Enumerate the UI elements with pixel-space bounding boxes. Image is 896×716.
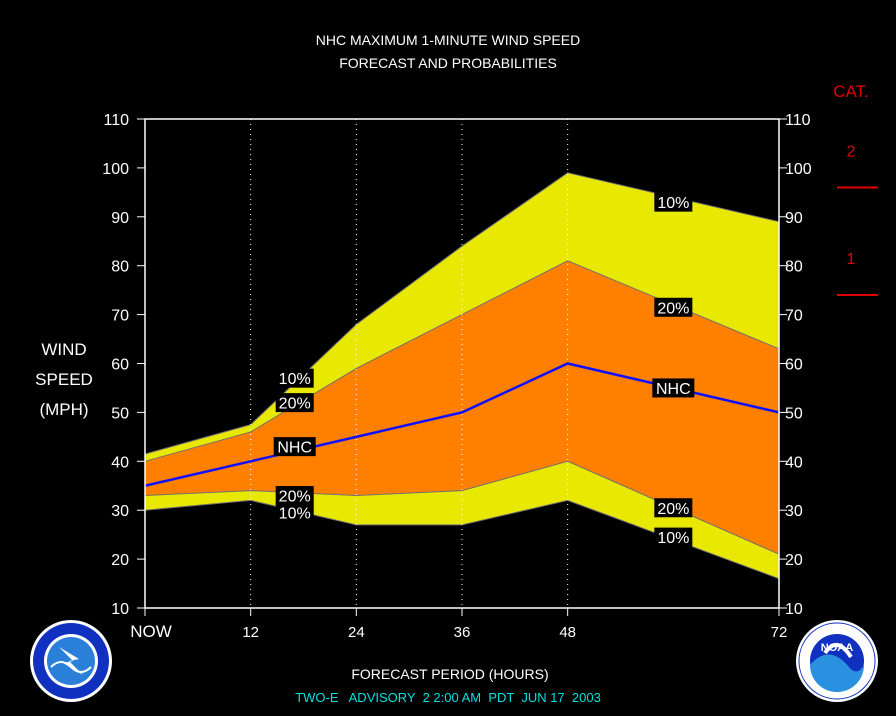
category-scale: CAT. 2 1 bbox=[833, 82, 878, 297]
series-label-text: NHC bbox=[277, 440, 312, 457]
series-label-text: 20% bbox=[657, 300, 689, 317]
series-label: 20% bbox=[654, 498, 693, 518]
series-label-bg bbox=[275, 503, 314, 523]
line-20-lower bbox=[144, 460, 780, 555]
series-label: NHC bbox=[652, 378, 695, 398]
series-label-bg bbox=[654, 527, 693, 547]
y-tick-label-left: 50 bbox=[111, 405, 129, 422]
y-tick-label-left: 100 bbox=[102, 161, 129, 178]
y-tick-label-right: 110 bbox=[785, 112, 811, 129]
series-label-bg bbox=[654, 192, 693, 212]
line-10-upper bbox=[144, 172, 780, 455]
y-tick-label-left: 20 bbox=[111, 552, 129, 569]
noaa-logo bbox=[796, 620, 878, 702]
axes: 10 10 20 20 30 30 40 40 50 50 60 60 70 70 80 80 90 90 100 1… bbox=[102, 112, 812, 641]
series-label-bg bbox=[654, 297, 693, 317]
series-label-text: NHC bbox=[656, 381, 691, 398]
series-label: 10% bbox=[654, 527, 693, 547]
series-label-bg bbox=[275, 393, 314, 413]
y-tick-label-left: 10 bbox=[111, 601, 129, 618]
band-20-percent bbox=[145, 260, 779, 555]
line-10-lower bbox=[144, 499, 780, 580]
chart-title-line1: NHC MAXIMUM 1-MINUTE WIND SPEED bbox=[316, 32, 580, 48]
series-label: 20% bbox=[275, 393, 314, 413]
y-tick-label-right: 80 bbox=[785, 259, 803, 276]
category-title: CAT. bbox=[833, 82, 869, 101]
series-label: 20% bbox=[275, 486, 314, 506]
y-axis-label-line3: (MPH) bbox=[39, 400, 88, 419]
lightning-icon bbox=[59, 647, 83, 675]
y-tick-label-right: 70 bbox=[785, 308, 803, 325]
series-label-bg bbox=[652, 378, 695, 398]
y-tick-label-left: 40 bbox=[111, 454, 129, 471]
series-label: 10% bbox=[654, 192, 693, 212]
y-axis-label-line1: WIND bbox=[41, 340, 86, 359]
category-label: 2 bbox=[847, 143, 856, 160]
y-tick-label-right: 50 bbox=[785, 405, 803, 422]
advisory-text: TWO-E ADVISORY 2 2:00 AM PDT JUN 17 2003 bbox=[295, 690, 601, 705]
y-tick-label-right: 30 bbox=[785, 503, 803, 520]
x-tick-label: 12 bbox=[242, 624, 259, 641]
series-label-text: 20% bbox=[279, 396, 311, 413]
y-tick-label-right: 100 bbox=[785, 161, 812, 178]
x-tick-label: 36 bbox=[454, 624, 471, 641]
nhc-forecast-line bbox=[144, 362, 780, 487]
y-tick-label-right: 40 bbox=[785, 454, 803, 471]
series-label-text: 10% bbox=[279, 506, 311, 523]
series-label: 10% bbox=[275, 503, 314, 523]
x-tick-label: 24 bbox=[348, 624, 365, 641]
series-label-bg bbox=[273, 437, 316, 457]
nws-logo bbox=[30, 620, 112, 702]
x-tick-label: NOW bbox=[130, 622, 172, 641]
noaa-logo-text: NOAA bbox=[821, 642, 853, 654]
series-label-bg bbox=[275, 368, 314, 388]
series-label-bg bbox=[275, 486, 314, 506]
y-tick-label-left: 70 bbox=[111, 308, 129, 325]
series-label-text: 10% bbox=[657, 530, 689, 547]
series-label-text: 20% bbox=[279, 489, 311, 506]
y-tick-label-right: 10 bbox=[785, 601, 803, 618]
x-axis-label: FORECAST PERIOD (HOURS) bbox=[351, 666, 548, 682]
x-tick-label: 72 bbox=[771, 624, 788, 641]
series-label-text: 10% bbox=[657, 195, 689, 212]
y-tick-label-right: 60 bbox=[785, 357, 803, 374]
y-tick-label-left: 80 bbox=[111, 259, 129, 276]
y-tick-label-right: 90 bbox=[785, 210, 803, 227]
x-tick-label: 48 bbox=[559, 624, 576, 641]
category-label: 1 bbox=[847, 251, 856, 268]
chart-title-line2: FORECAST AND PROBABILITIES bbox=[339, 55, 557, 71]
y-tick-label-left: 60 bbox=[111, 357, 129, 374]
series-label-bg bbox=[654, 498, 693, 518]
y-tick-label-left: 110 bbox=[103, 112, 129, 129]
line-20-upper bbox=[144, 260, 780, 462]
series-label-text: 20% bbox=[657, 501, 689, 518]
series-label: 10% bbox=[275, 368, 314, 388]
y-tick-label-left: 30 bbox=[111, 503, 129, 520]
series-label-text: 10% bbox=[279, 371, 311, 388]
series-label: NHC bbox=[273, 437, 316, 457]
y-tick-label-right: 20 bbox=[785, 552, 803, 569]
y-tick-label-left: 90 bbox=[111, 210, 129, 227]
y-axis-label-line2: SPEED bbox=[35, 370, 93, 389]
series-label: 20% bbox=[654, 297, 693, 317]
